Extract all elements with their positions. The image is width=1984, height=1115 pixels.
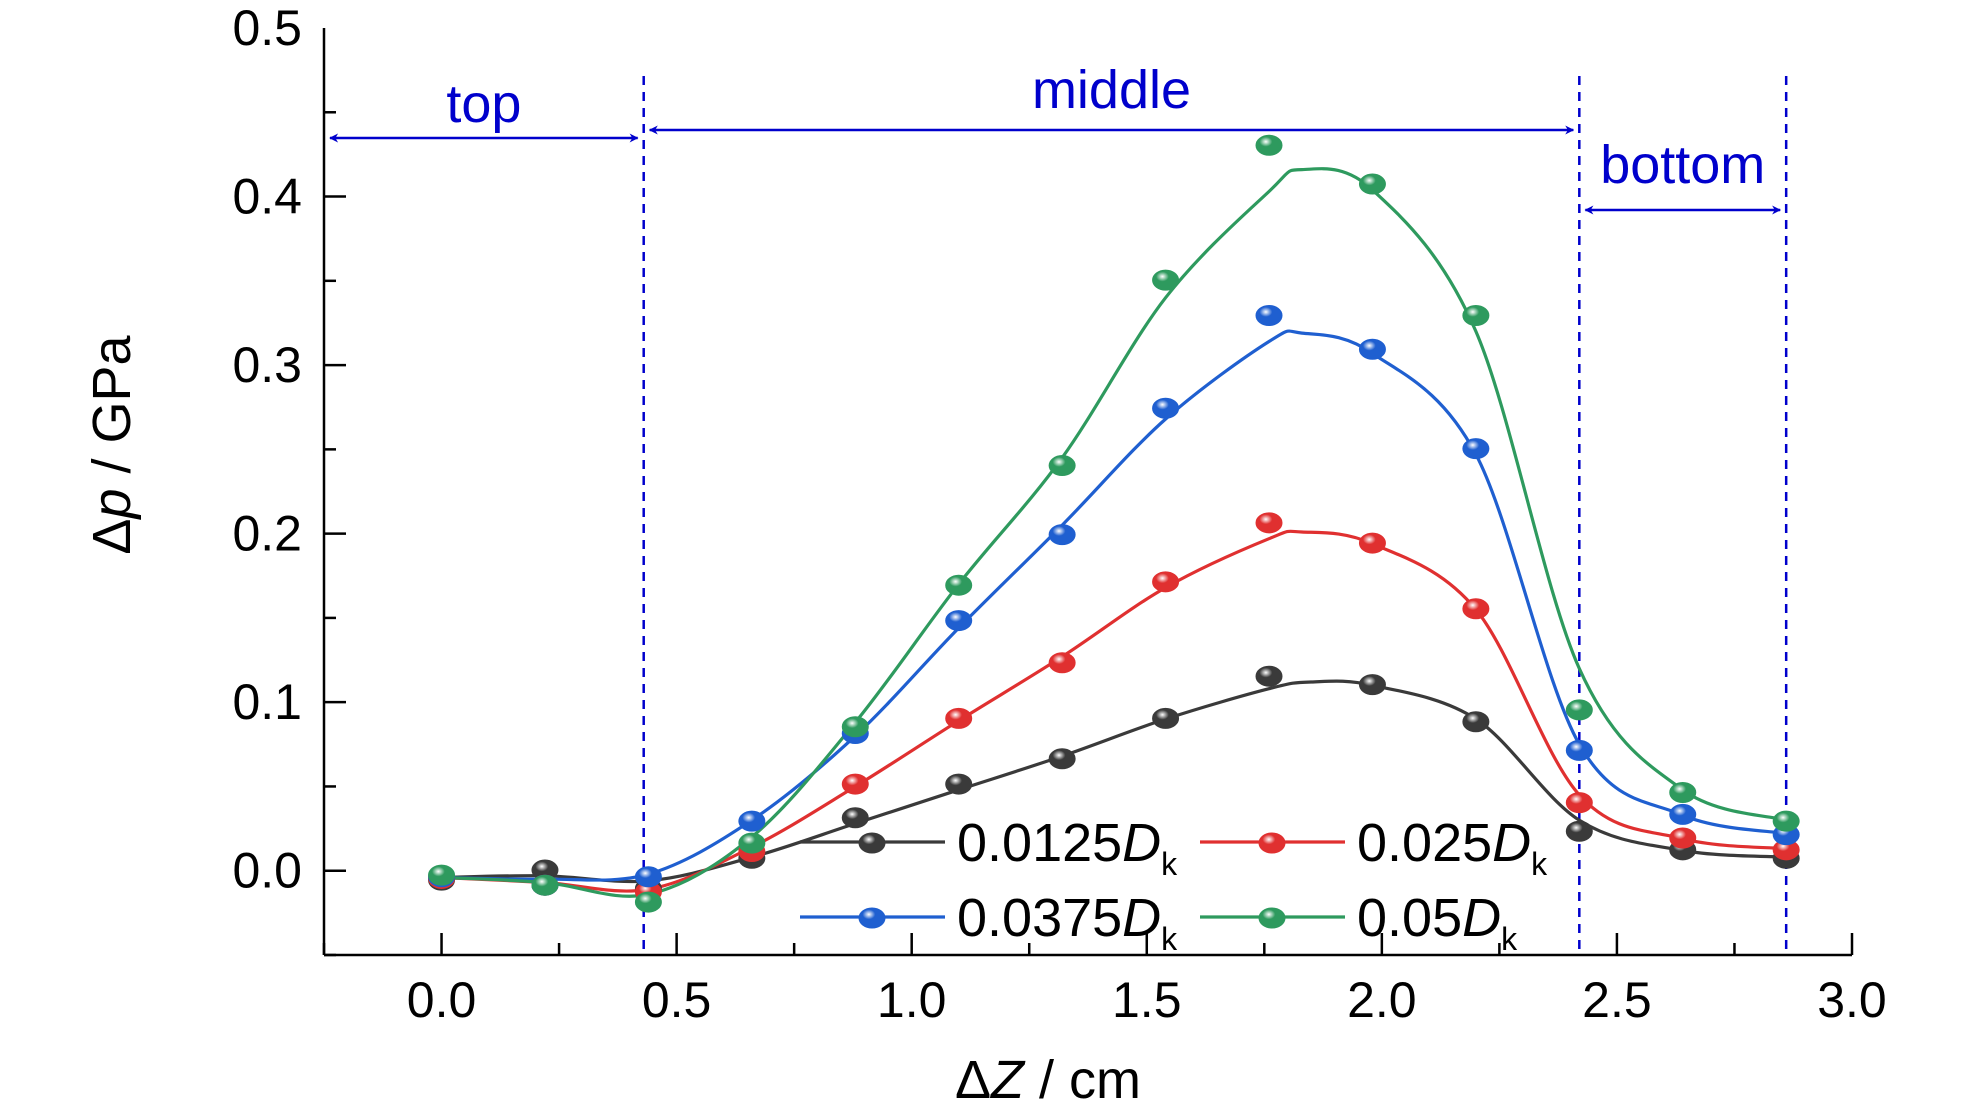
data-point	[1255, 512, 1283, 534]
data-point	[945, 707, 973, 729]
data-point	[1048, 652, 1076, 674]
data-point	[1255, 665, 1283, 687]
x-tick-label: 1.0	[877, 972, 947, 1028]
y-tick-label: 0.1	[232, 674, 302, 730]
data-point	[1152, 269, 1180, 291]
data-point	[1358, 173, 1386, 195]
data-point	[1152, 397, 1180, 419]
data-point	[1565, 739, 1593, 761]
x-tick-label: 0.0	[407, 972, 477, 1028]
y-tick-label: 0.5	[232, 0, 302, 56]
data-point	[945, 574, 973, 596]
data-point	[1565, 792, 1593, 814]
data-point	[1358, 338, 1386, 360]
data-point	[841, 716, 869, 738]
x-tick-label: 2.5	[1582, 972, 1652, 1028]
data-point	[1565, 820, 1593, 842]
x-tick-label: 0.5	[642, 972, 712, 1028]
data-point	[1152, 571, 1180, 593]
region-label-middle: middle	[1032, 60, 1191, 120]
region-label-top: top	[446, 74, 521, 134]
data-point	[428, 864, 456, 886]
data-point	[738, 832, 766, 854]
data-point	[1669, 827, 1697, 849]
legend-label-3: 0.0375Dk	[957, 888, 1178, 957]
data-point	[945, 610, 973, 632]
region-annotations: top middle bottom	[329, 60, 1788, 955]
data-point	[1048, 524, 1076, 546]
data-point	[1565, 699, 1593, 721]
legend-marker-1	[858, 832, 886, 854]
axes: 0.0 0.1 0.2 0.3 0.4 0.5 0.0 0.5 1.0 1.5 2.0 2.5 3.0 Δ…	[82, 0, 1887, 1110]
data-point	[738, 810, 766, 832]
data-point	[634, 891, 662, 913]
data-point	[841, 807, 869, 829]
data-point	[1255, 134, 1283, 156]
region-label-bottom: bottom	[1600, 135, 1765, 195]
curve-series-3	[441, 329, 1787, 882]
series-points	[428, 134, 1800, 913]
y-tick-label: 0.2	[232, 506, 302, 562]
legend-label-4: 0.05Dk	[1357, 888, 1518, 957]
data-point	[531, 874, 559, 896]
data-point	[841, 773, 869, 795]
data-point	[1358, 674, 1386, 696]
data-point	[1462, 711, 1490, 733]
legend-marker-3	[858, 907, 886, 929]
legend-label-2: 0.025Dk	[1357, 813, 1548, 882]
data-point	[634, 866, 662, 888]
data-point	[1669, 782, 1697, 804]
y-tick-label: 0.0	[232, 843, 302, 899]
x-axis-title: ΔZ / cm	[955, 1050, 1141, 1110]
data-point	[1255, 305, 1283, 327]
data-point	[1669, 803, 1697, 825]
data-point	[945, 773, 973, 795]
x-tick-label: 3.0	[1817, 972, 1887, 1028]
y-axis-title: Δp / GPa	[82, 334, 142, 554]
data-point	[1772, 810, 1800, 832]
y-tick-label: 0.3	[232, 337, 302, 393]
data-point	[1358, 532, 1386, 554]
data-point	[1152, 707, 1180, 729]
data-point	[1048, 748, 1076, 770]
legend-marker-2	[1258, 832, 1286, 854]
legend-marker-4	[1258, 907, 1286, 929]
data-point	[1462, 598, 1490, 620]
y-tick-label: 0.4	[232, 169, 302, 225]
data-point	[1462, 305, 1490, 327]
x-tick-label: 1.5	[1112, 972, 1182, 1028]
curve-series-4	[441, 167, 1787, 898]
legend-label-1: 0.0125Dk	[957, 813, 1178, 882]
data-point	[1048, 455, 1076, 477]
legend: 0.0125Dk 0.025Dk 0.0375Dk 0.05Dk	[800, 813, 1548, 957]
data-point	[1462, 438, 1490, 460]
x-tick-label: 2.0	[1347, 972, 1417, 1028]
